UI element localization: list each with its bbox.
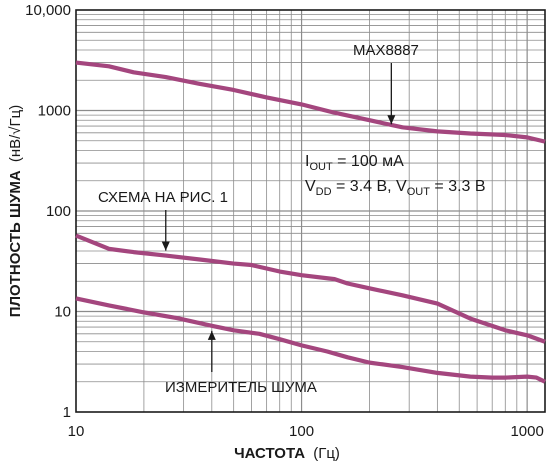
tick-labels: 10 100 1000 1 10 100 1000 10,000 [25,2,544,440]
annotation-arrowhead [161,241,170,251]
series-line [75,233,546,344]
annotations: MAX8887 СХЕМА НА РИС. 1 ИЗМЕРИТЕЛЬ ШУМА [98,42,419,396]
conditions-block: IOUT = 100 мА VDD = 3.4 В, VOUT = 3.3 В [305,153,486,198]
x-tick-label: 1000 [510,423,543,440]
x-axis-unit: (Гц) [313,445,340,462]
y-tick-label: 1 [63,404,71,421]
x-tick-label: 10 [68,423,85,440]
condition-current: IOUT = 100 мА [305,153,404,173]
annotation-arrowhead [387,115,396,125]
series-line [75,60,546,144]
cond-vdd-sub: DD [316,186,332,198]
y-axis-label: ПЛОТНОСТЬ ШУМА [7,170,24,317]
condition-current-prefix: I [305,153,309,170]
cond-vdd-value: = 3.4 В, V [332,178,407,195]
grid [76,10,545,412]
y-tick-label: 1000 [38,103,71,120]
series-group [75,60,546,384]
series-line [75,296,546,384]
y-axis-unit: (нВ/√Гц) [7,105,24,162]
plot-frame [75,9,546,413]
annotation-arrowhead [207,330,216,340]
cond-vout-value: = 3.3 В [430,178,486,195]
y-axis-title: ПЛОТНОСТЬ ШУМА (нВ/√Гц) [7,105,24,318]
annotation-label: ИЗМЕРИТЕЛЬ ШУМА [165,379,317,396]
annotation-label: MAX8887 [353,42,419,59]
y-tick-label: 100 [46,203,71,220]
x-tick-label: 100 [289,423,314,440]
x-axis-title: ЧАСТОТА (Гц) [234,445,340,462]
y-tick-label: 10,000 [25,2,71,19]
annotation-label: СХЕМА НА РИС. 1 [98,189,228,206]
condition-voltages: VDD = 3.4 В, VOUT = 3.3 В [305,178,486,198]
condition-current-rest: = 100 мА [333,153,404,170]
y-tick-label: 10 [54,304,71,321]
cond-v1: V [305,178,316,195]
condition-current-sub: OUT [309,161,333,173]
cond-vout-sub: OUT [407,186,431,198]
x-axis-label: ЧАСТОТА [234,445,305,462]
